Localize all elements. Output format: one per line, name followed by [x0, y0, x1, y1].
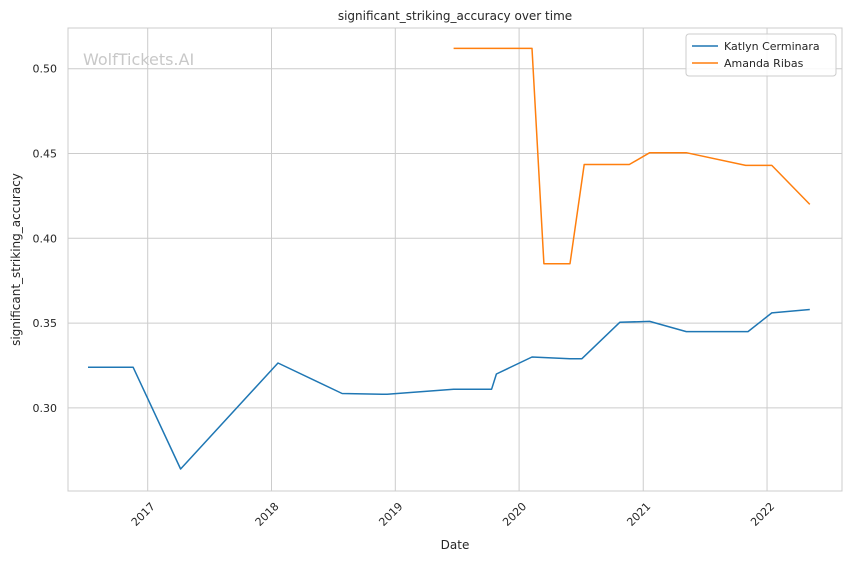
- legend-label: Katlyn Cerminara: [724, 40, 820, 53]
- y-tick-label: 0.30: [33, 402, 58, 415]
- plot-frame: [67, 27, 843, 492]
- legend-box: [685, 33, 837, 77]
- legend-entries: Katlyn Cerminara Amanda Ribas: [692, 40, 820, 70]
- x-tick-label: 2020: [500, 500, 529, 529]
- x-tick-labels: 2017 2018 2019 2020 2021 2022: [129, 500, 777, 529]
- y-tick-label: 0.50: [33, 63, 58, 76]
- watermark: WolfTickets.AI: [83, 50, 194, 69]
- y-tick-labels: 0.30 0.35 0.40 0.45 0.50: [33, 63, 58, 415]
- grid: [68, 28, 842, 491]
- series-line-2: [453, 47, 811, 265]
- series-layer: [88, 47, 811, 470]
- series-line-1: [88, 308, 810, 470]
- x-axis-label: Date: [441, 538, 470, 552]
- y-tick-label: 0.40: [33, 232, 58, 245]
- x-tick-label: 2017: [129, 500, 158, 529]
- x-tick-label: 2022: [748, 500, 777, 529]
- chart-title: significant_striking_accuracy over time: [338, 9, 572, 23]
- legend-label: Amanda Ribas: [724, 57, 804, 70]
- y-tick-label: 0.35: [33, 317, 58, 330]
- y-tick-label: 0.45: [33, 148, 58, 161]
- x-tick-label: 2018: [253, 500, 282, 529]
- x-tick-label: 2021: [624, 500, 653, 529]
- y-axis-label: significant_striking_accuracy: [9, 173, 23, 346]
- legend: Katlyn Cerminara Amanda Ribas: [685, 33, 837, 77]
- x-tick-label: 2019: [376, 500, 405, 529]
